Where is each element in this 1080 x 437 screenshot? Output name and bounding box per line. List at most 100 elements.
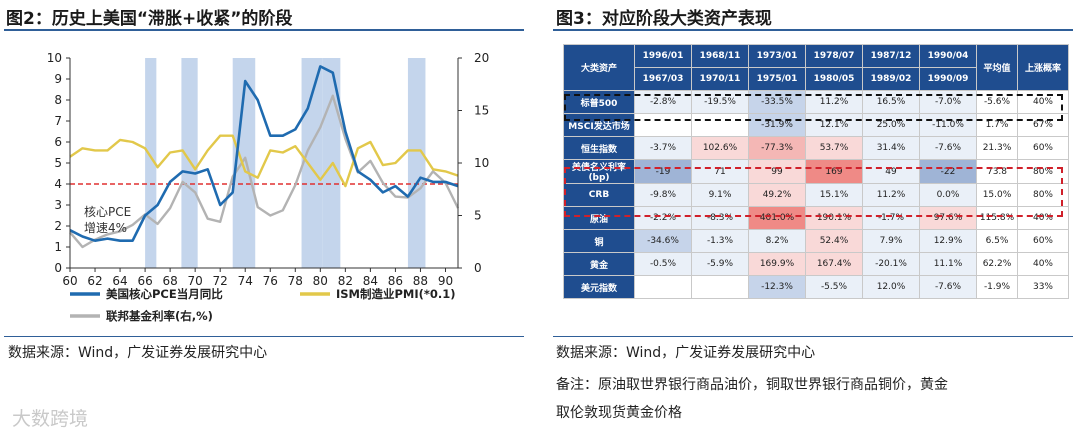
left-tick-label: 4 [54, 177, 62, 191]
table-cell: 102.6% [691, 136, 749, 160]
row-header-8: 美元指数 [563, 275, 635, 299]
table-cell: 7.9% [862, 229, 920, 253]
series-line-2 [69, 94, 460, 249]
header-period-end-1: 1970/11 [691, 67, 749, 91]
x-tick-label: 64 [112, 274, 127, 288]
row-average: 73.8 [976, 159, 1018, 184]
row-header-7: 黄金 [563, 252, 635, 276]
table-cell: 169 [805, 159, 863, 184]
row-average: 115.8% [976, 206, 1018, 230]
table-cell: -34.6% [634, 229, 692, 253]
header-period-start-2: 1973/01 [748, 44, 806, 68]
legend-label-2: 联邦基金利率(右,%) [106, 309, 213, 323]
x-tick-label: 84 [363, 274, 378, 288]
header-period-end-2: 1975/01 [748, 67, 806, 91]
table-cell: -33.5% [748, 90, 806, 114]
table-cell: 15.1% [805, 183, 863, 207]
row-header-1: MSCI发达市场 [563, 113, 635, 137]
table-cell: -19 [634, 159, 692, 184]
x-tick-label: 80 [313, 274, 328, 288]
header-period-start-3: 1978/07 [805, 44, 863, 68]
table-cell: -19.5% [691, 90, 749, 114]
header-period-start-4: 1987/12 [862, 44, 920, 68]
table-cell: 8.2% [748, 229, 806, 253]
table-cell: 169.9% [748, 252, 806, 276]
row-header-0: 标普500 [563, 90, 635, 114]
table-row: 标普500 -2.8% -19.5% -33.5% 11.2% 16.5% -7.0% -5.… [563, 90, 1069, 114]
right-tick-label: 10 [474, 156, 489, 170]
x-tick-label: 88 [413, 274, 428, 288]
right-note-line2: 取伦敦现货黄金价格 [556, 405, 682, 421]
table-cell: 11.2% [862, 183, 920, 207]
table-cell [691, 113, 749, 137]
legend-label-0: 美国核心PCE当月同比 [106, 287, 223, 301]
row-header-5: 原油 [563, 206, 635, 230]
table-cell: -2.8% [634, 90, 692, 114]
row-header-3: 美债名义利率 (bp) [563, 159, 635, 184]
table-cell: 49 [862, 159, 920, 184]
table-cell: 12.1% [805, 113, 863, 137]
table-cell: 97.6% [919, 206, 977, 230]
table-cell: -7.6% [919, 136, 977, 160]
left-title-rule [4, 29, 524, 31]
shaded-period-2 [232, 58, 256, 268]
x-tick-label: 72 [213, 274, 228, 288]
table-cell: -9.8% [634, 183, 692, 207]
left-tick-label: 8 [54, 93, 62, 107]
row-average: 6.5% [976, 229, 1018, 253]
series-line-0 [69, 65, 459, 242]
x-tick-label: 66 [137, 274, 152, 288]
table-row: 黄金 -0.5% -5.9% 169.9% 167.4% -20.1% 11.1% 62.2%… [563, 252, 1069, 276]
table-cell: -31.9% [748, 113, 806, 137]
left-tick-label: 2 [54, 219, 62, 233]
left-tick-label: 10 [47, 51, 62, 65]
right-tick-label: 0 [474, 261, 482, 275]
table-row: MSCI发达市场 -31.9% 12.1% 25.0% -11.0% 1.7% 67% [563, 113, 1069, 137]
right-tick-label: 15 [474, 104, 489, 118]
header-row-start: 大类资产 1996/01 1968/11 1973/01 1978/07 1987/12 1… [563, 44, 1069, 91]
row-average: -1.9% [976, 275, 1018, 299]
left-tick-label: 9 [54, 72, 62, 86]
header-period-end-5: 1990/09 [919, 67, 977, 91]
table-cell: 99 [748, 159, 806, 184]
table-cell: 12.0% [862, 275, 920, 299]
annotation-line1: 核心PCE [84, 205, 131, 219]
x-tick-label: 74 [238, 274, 253, 288]
legend-label-1: ISM制造业PMI(*0.1) [336, 287, 456, 301]
watermark: 大数跨境 [12, 408, 89, 430]
x-tick-label: 60 [62, 274, 77, 288]
header-average: 平均值 [976, 44, 1018, 91]
table-cell: 53.7% [805, 136, 863, 160]
x-tick-label: 68 [162, 274, 177, 288]
x-tick-label: 62 [87, 274, 102, 288]
shaded-period-1 [181, 58, 198, 268]
row-up-probability: 33% [1017, 275, 1069, 299]
x-tick-label: 86 [388, 274, 403, 288]
header-period-end-4: 1989/02 [862, 67, 920, 91]
row-up-probability: 40% [1017, 206, 1069, 230]
right-note-line1: 备注：原油取世界银行商品油价，铜取世界银行商品铜价，黄金 [556, 377, 948, 393]
right-figure-title: 图3：对应阶段大类资产表现 [556, 9, 772, 29]
table-cell: 31.4% [862, 136, 920, 160]
left-tick-label: 6 [54, 135, 62, 149]
right-title-rule [553, 29, 1073, 31]
table-row: 美元指数 -12.3% -5.5% 12.0% -7.6% -1.9% 33% [563, 275, 1069, 299]
left-source: 数据来源：Wind，广发证券发展研究中心 [8, 345, 268, 361]
shaded-periods [145, 58, 426, 268]
left-tick-label: 3 [54, 198, 62, 212]
row-average: -5.6% [976, 90, 1018, 114]
row-average: 62.2% [976, 252, 1018, 276]
table-row: 恒生指数 -3.7% 102.6% -77.3% 53.7% 31.4% -7.6% 21.3… [563, 136, 1069, 160]
table-cell: -77.3% [748, 136, 806, 160]
row-average: 21.3% [976, 136, 1018, 160]
header-period-start-5: 1990/04 [919, 44, 977, 68]
header-row-end: 1967/03 1970/11 1975/01 1980/05 1989/02 1990/… [564, 67, 1069, 91]
left-tick-label: 5 [54, 156, 62, 170]
right-tick-label: 5 [474, 209, 482, 223]
table-cell: -12.3% [748, 275, 806, 299]
table-cell: 49.2% [748, 183, 806, 207]
table-cell [634, 275, 692, 299]
right-tick-label: 20 [474, 51, 489, 65]
table-cell: -22 [919, 159, 977, 184]
